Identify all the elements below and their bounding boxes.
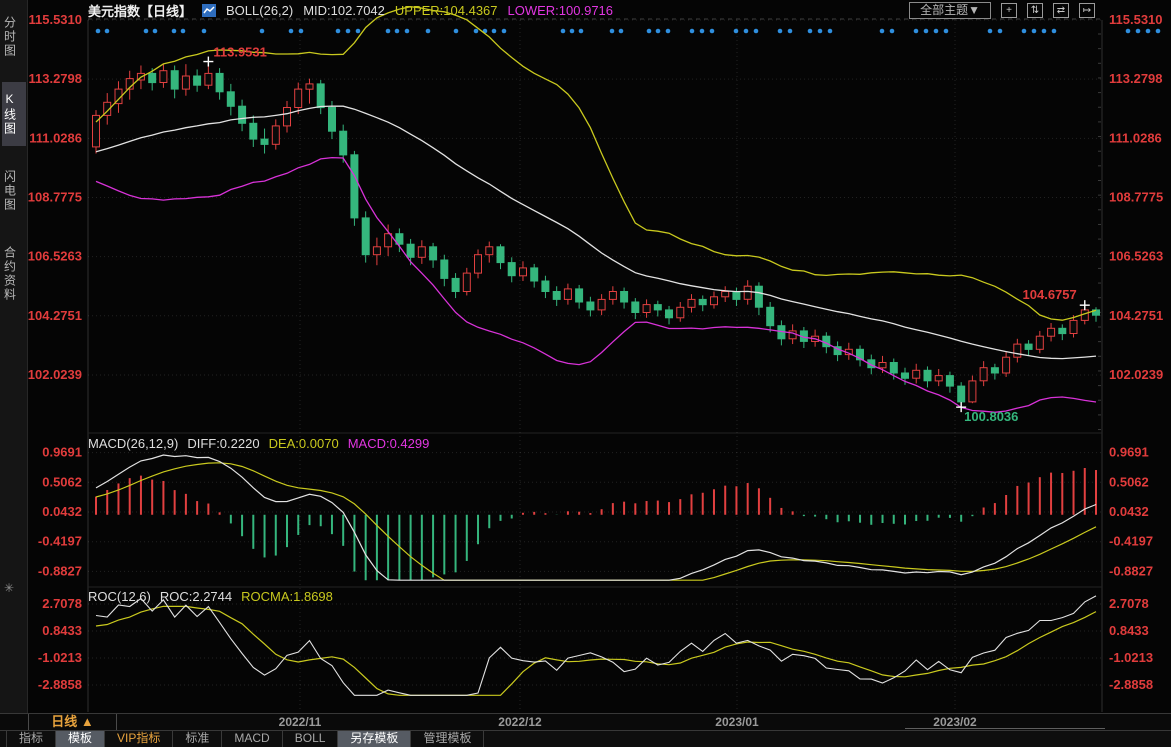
svg-text:102.0239: 102.0239: [28, 367, 82, 382]
boll-mid-value: MID:102.7042: [303, 3, 385, 18]
sidebar-tab-time-chart[interactable]: 分时图: [2, 16, 17, 58]
macd-panel-header: MACD(26,12,9) DIFF:0.2220 DEA:0.0070 MAC…: [88, 436, 429, 451]
svg-text:0.8433: 0.8433: [42, 623, 82, 638]
svg-text:0.0432: 0.0432: [42, 504, 82, 519]
kline-indicator-icon: [202, 4, 217, 17]
bottom-tab-save-template[interactable]: 另存模板: [338, 731, 412, 747]
bottom-tab-manage-templates[interactable]: 管理模板: [411, 731, 485, 747]
svg-text:100.8036: 100.8036: [964, 409, 1018, 424]
boll-upper-value: UPPER:104.4367: [394, 3, 498, 18]
svg-text:0.5062: 0.5062: [1109, 474, 1149, 489]
svg-text:111.0286: 111.0286: [1109, 130, 1162, 145]
sidebar-tab-flash-chart[interactable]: 闪电图: [2, 170, 17, 212]
svg-text:-2.8858: -2.8858: [38, 677, 82, 692]
svg-text:108.7775: 108.7775: [1109, 189, 1163, 204]
svg-text:113.9531: 113.9531: [213, 45, 267, 60]
svg-text:-0.4197: -0.4197: [1109, 534, 1153, 549]
svg-text:2.7078: 2.7078: [1109, 596, 1149, 611]
svg-text:0.5062: 0.5062: [42, 474, 82, 489]
chart-header: 美元指数【日线】 BOLL(26,2) MID:102.7042 UPPER:1…: [88, 2, 1171, 19]
x-axis-label: 2022/11: [278, 715, 322, 729]
x-axis-label: 2023/02: [933, 715, 977, 729]
macd-indicator-label: MACD(26,12,9): [88, 436, 179, 451]
boll-indicator-label: BOLL(26,2): [226, 3, 294, 18]
bottom-tab-standard[interactable]: 标准: [173, 731, 223, 747]
chart-canvas[interactable]: 115.5310 115.5310 113.2798 113.2798 111.0286…: [0, 0, 1171, 713]
panel-settings-icon[interactable]: ✳: [4, 581, 15, 595]
svg-text:115.5310: 115.5310: [28, 12, 82, 27]
bottom-tab-templates[interactable]: 模板: [56, 731, 106, 747]
svg-text:-2.8858: -2.8858: [1109, 677, 1153, 692]
bottom-tab-indicators[interactable]: 指标: [6, 731, 57, 747]
period-selector-button[interactable]: 日线 ▲: [28, 714, 117, 730]
svg-text:-1.0213: -1.0213: [1109, 650, 1153, 665]
svg-text:-0.8827: -0.8827: [1109, 563, 1153, 578]
svg-text:113.2798: 113.2798: [28, 71, 82, 86]
rocma-value: ROCMA:1.8698: [241, 589, 333, 604]
sidebar-tab-kline-chart[interactable]: K线图: [1, 82, 26, 146]
axis-zoom-horizontal-icon[interactable]: ⇄: [1053, 3, 1069, 18]
svg-text:106.5263: 106.5263: [28, 249, 82, 264]
roc-indicator-label: ROC(12,6): [88, 589, 151, 604]
svg-text:111.0286: 111.0286: [29, 130, 82, 145]
roc-value: ROC:2.2744: [159, 589, 233, 604]
svg-text:106.5263: 106.5263: [1109, 249, 1163, 264]
axis-zoom-vertical-icon[interactable]: ⇅: [1027, 3, 1043, 18]
left-sidebar: 分时图 K线图 闪电图 合约资料: [0, 0, 28, 713]
bottom-tabs-bar: 指标 模板 VIP指标 标准 MACD BOLL 另存模板 管理模板: [0, 731, 1171, 747]
svg-text:108.7775: 108.7775: [28, 189, 82, 204]
macd-macd-value: MACD:0.4299: [347, 436, 430, 451]
x-axis-bar: 日线 ▲ 2022/11 2022/12 2023/01 2023/02: [0, 713, 1171, 731]
svg-text:115.5310: 115.5310: [1109, 12, 1163, 27]
svg-text:-0.8827: -0.8827: [38, 563, 82, 578]
svg-text:102.0239: 102.0239: [1109, 367, 1163, 382]
symbol-title: 美元指数【日线】: [88, 4, 193, 19]
macd-dea-value: DEA:0.0070: [268, 436, 339, 451]
bottom-tab-macd[interactable]: MACD: [222, 731, 283, 747]
svg-text:-1.0213: -1.0213: [38, 650, 82, 665]
svg-text:104.2751: 104.2751: [1109, 308, 1163, 323]
svg-text:0.0432: 0.0432: [1109, 504, 1149, 519]
x-axis-label: 2022/12: [498, 715, 542, 729]
roc-panel-header: ROC(12,6) ROC:2.2744 ROCMA:1.8698: [88, 589, 333, 604]
bottom-tab-vip-indicators[interactable]: VIP指标: [105, 731, 174, 747]
sidebar-tab-contract-info[interactable]: 合约资料: [2, 246, 17, 302]
svg-text:104.6757: 104.6757: [1023, 287, 1077, 302]
bottom-tab-boll[interactable]: BOLL: [283, 731, 339, 747]
svg-text:113.2798: 113.2798: [1109, 71, 1163, 86]
svg-text:0.9691: 0.9691: [1109, 445, 1149, 460]
pan-crosshair-icon[interactable]: +: [1001, 3, 1017, 18]
svg-text:0.8433: 0.8433: [1109, 623, 1149, 638]
theme-selector-button[interactable]: 全部主题▼: [909, 2, 991, 19]
export-panel-icon[interactable]: ↦: [1079, 3, 1095, 18]
svg-text:0.9691: 0.9691: [42, 445, 82, 460]
x-axis-label: 2023/01: [715, 715, 759, 729]
macd-diff-value: DIFF:0.2220: [187, 436, 260, 451]
horizontal-scrollbar-thumb[interactable]: [905, 728, 1105, 729]
svg-text:2.7078: 2.7078: [42, 596, 82, 611]
svg-text:-0.4197: -0.4197: [38, 534, 82, 549]
boll-lower-value: LOWER:100.9716: [507, 3, 614, 18]
svg-text:104.2751: 104.2751: [28, 308, 82, 323]
